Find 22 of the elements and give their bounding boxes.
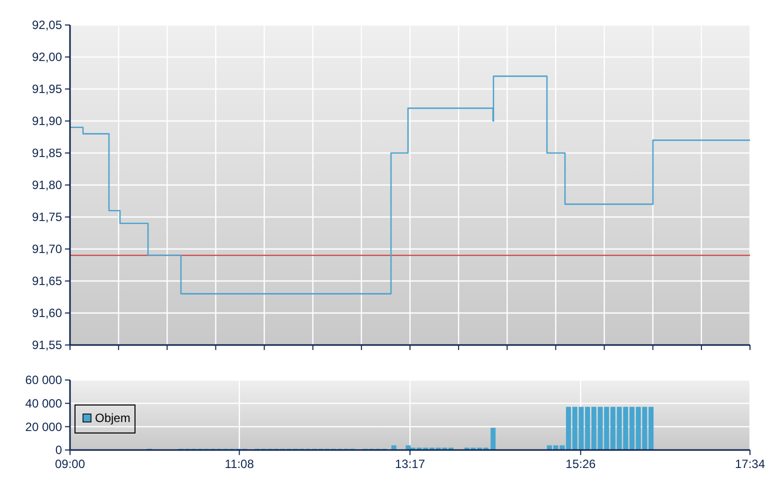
y-tick-label: 0 xyxy=(55,443,62,458)
y-tick-label: 91,90 xyxy=(32,114,62,128)
x-tick-label: 11:08 xyxy=(224,457,254,471)
x-tick-label: 15:26 xyxy=(566,457,596,471)
text: Objem xyxy=(95,411,130,425)
y-tick-label: 92,00 xyxy=(32,50,62,64)
x-tick-label: 09:00 xyxy=(54,457,86,471)
y-tick-label: 91,70 xyxy=(32,242,62,256)
y-tick-label: 91,85 xyxy=(32,146,62,160)
y-tick-label: 91,75 xyxy=(32,210,62,224)
y-tick-label: 60 000 xyxy=(25,373,62,388)
x-tick-label: 17:34 xyxy=(734,457,766,471)
x-tick-label: 13:17 xyxy=(394,457,426,471)
bar xyxy=(490,428,496,450)
y-tick-label: 91,55 xyxy=(32,338,62,352)
y-tick-label: 91,80 xyxy=(32,178,62,192)
y-tick-label: 91,60 xyxy=(32,306,62,320)
y-tick-label: 92,05 xyxy=(32,18,62,32)
y-tick-label: 91,65 xyxy=(32,274,62,288)
y-tick-label: 40 000 xyxy=(25,396,62,411)
y-tick-label: 91,95 xyxy=(32,82,62,96)
y-tick-label: 20 000 xyxy=(25,420,62,434)
